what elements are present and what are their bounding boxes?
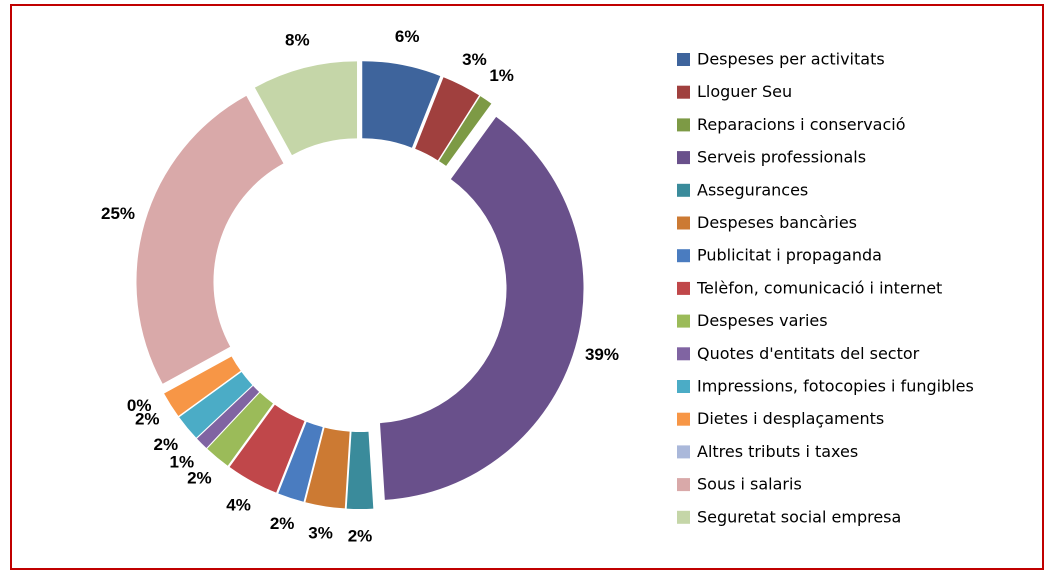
- donut-slice: [163, 355, 232, 393]
- legend-swatch: [677, 85, 690, 99]
- legend-label: Serveis professionals: [697, 148, 866, 167]
- legend-swatch: [677, 412, 690, 426]
- legend-label: Lloguer Seu: [697, 82, 792, 101]
- legend-label: Despeses per activitats: [697, 50, 885, 69]
- donut-slice: [136, 95, 284, 384]
- legend-swatch: [677, 53, 690, 66]
- legend-swatch: [677, 118, 690, 132]
- data-label: 4%: [226, 495, 251, 514]
- donut-slice: [164, 356, 241, 417]
- data-label: 2%: [348, 526, 373, 545]
- legend-swatch: [677, 183, 690, 197]
- legend-swatch: [677, 314, 690, 328]
- legend-swatch: [677, 281, 690, 295]
- legend-swatch: [677, 380, 690, 393]
- legend-swatch: [677, 249, 690, 263]
- legend-swatch: [677, 478, 690, 492]
- data-label: 1%: [489, 66, 514, 85]
- donut-slice: [196, 385, 260, 449]
- legend-swatch: [677, 445, 690, 459]
- data-label: 6%: [395, 27, 420, 46]
- data-label: 39%: [585, 345, 619, 364]
- data-label: 3%: [462, 50, 487, 69]
- legend-swatch: [677, 216, 690, 230]
- data-label: 0%: [127, 396, 152, 415]
- legend-label: Despeses bancàries: [697, 213, 857, 232]
- legend-label: Altres tributs i taxes: [697, 442, 858, 461]
- donut-slice: [278, 421, 323, 502]
- data-label: 8%: [285, 30, 310, 49]
- data-label: 1%: [170, 453, 195, 472]
- donut-slice: [380, 116, 584, 500]
- data-label: 2%: [270, 514, 295, 533]
- legend-swatch: [677, 510, 690, 524]
- legend-label: Impressions, fotocopies i fungibles: [697, 377, 974, 396]
- legend-label: Despeses varies: [697, 311, 828, 330]
- legend-label: Dietes i desplaçaments: [697, 409, 884, 428]
- donut-slice: [415, 77, 480, 161]
- legend-swatch: [677, 347, 690, 361]
- donut-slice: [179, 372, 253, 438]
- donut-slice: [362, 61, 441, 148]
- donut-slice: [207, 392, 273, 466]
- legend-swatch: [677, 151, 690, 165]
- legend-label: Publicitat i propaganda: [697, 246, 882, 265]
- data-label: 2%: [187, 469, 212, 488]
- donut-slice: [346, 431, 374, 509]
- donut-slice: [305, 427, 350, 509]
- data-label: 2%: [135, 410, 160, 429]
- legend-label: Telèfon, comunicació i internet: [696, 278, 942, 297]
- data-label: 2%: [154, 435, 179, 454]
- legend-label: Reparacions i conservació: [697, 115, 906, 134]
- legend-label: Seguretat social empresa: [697, 507, 901, 526]
- donut-slice: [439, 96, 492, 166]
- legend-label: Assegurances: [697, 180, 808, 199]
- data-label: 25%: [101, 204, 135, 223]
- legend-label: Quotes d'entitats del sector: [697, 344, 920, 363]
- donut-slice: [229, 404, 305, 493]
- donut-slice: [254, 61, 358, 156]
- legend-label: Sous i salaris: [697, 475, 802, 494]
- data-label: 3%: [308, 523, 333, 542]
